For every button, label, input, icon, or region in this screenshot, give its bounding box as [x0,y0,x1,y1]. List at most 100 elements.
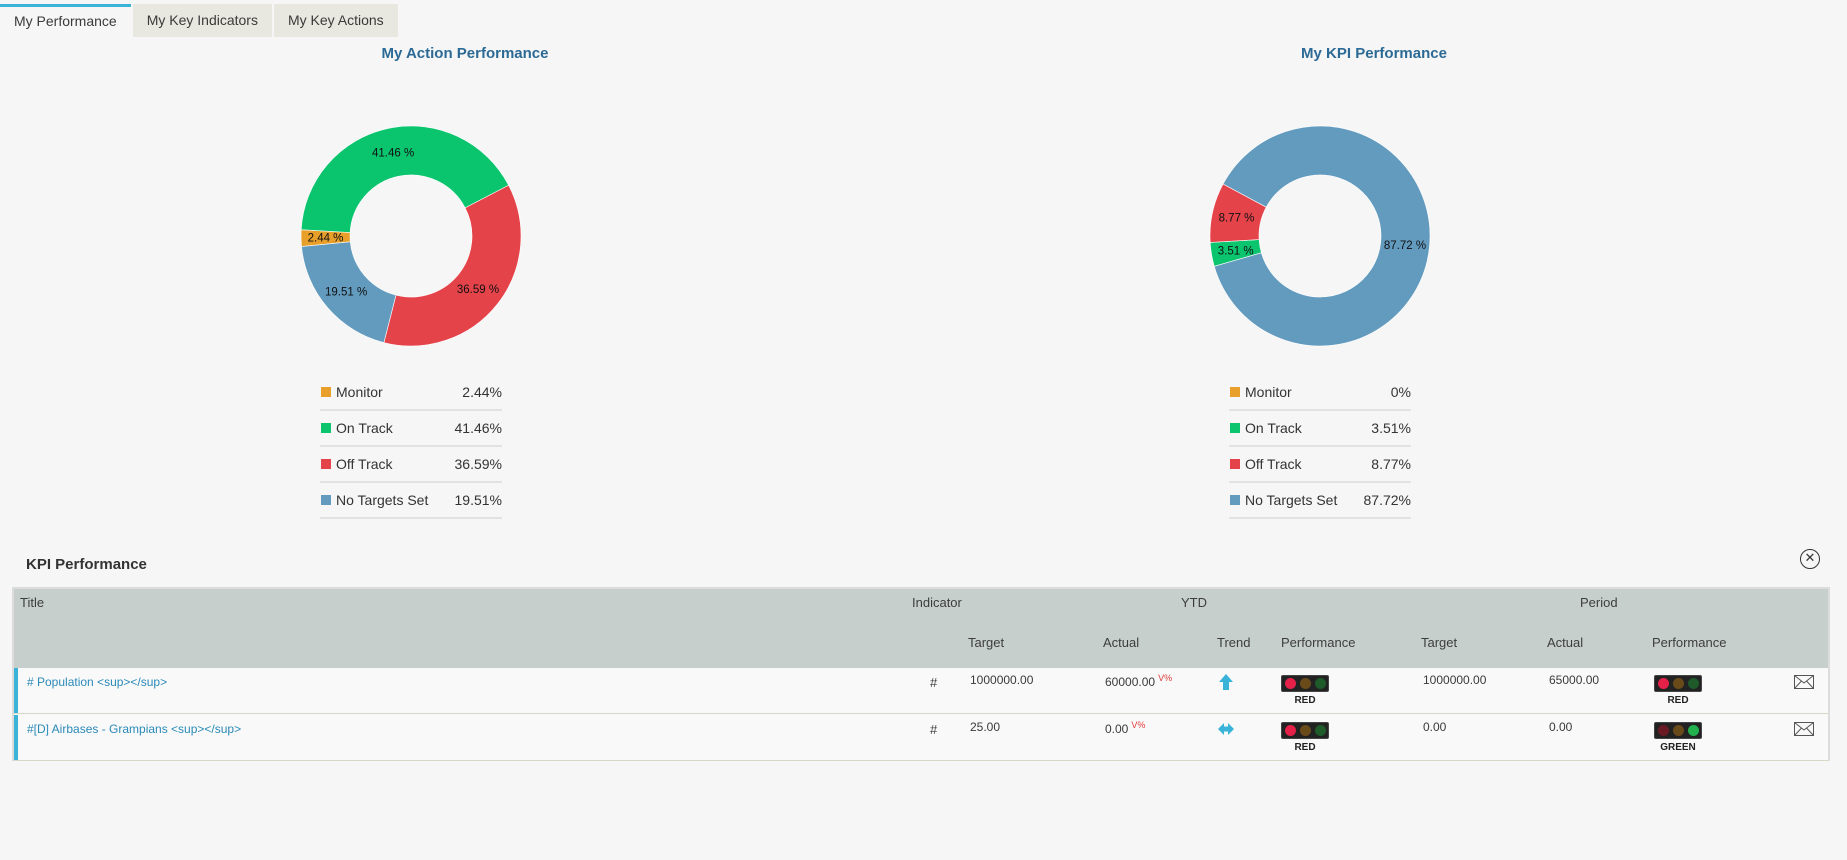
donut-slice-off-track[interactable] [383,184,522,347]
header-ytd-target[interactable]: Target [968,635,1005,650]
left-right-arrow-icon [1218,723,1234,735]
period-target-cell: 0.00 [1423,720,1447,734]
legend-item-no-targets: No Targets Set 19.51% [320,483,502,519]
legend-value: 8.77% [1371,456,1411,472]
ytd-status-label: RED [1294,695,1316,706]
legend-swatch-monitor [1230,387,1240,397]
legend-item-on-track: On Track 41.46% [320,411,502,447]
donut-slice-on-track[interactable] [300,125,510,233]
legend-value: 87.72% [1363,492,1411,508]
action-chart-title: My Action Performance [381,45,549,62]
traffic-light-icon [1281,722,1329,739]
donut-slice-no-targets-set[interactable] [1213,125,1431,347]
legend-item-off-track: Off Track 36.59% [320,447,502,483]
header-ytd: YTD [1181,595,1207,610]
header-period: Period [1580,595,1618,610]
indicator-cell: # [930,722,938,737]
legend-label: On Track [336,420,393,436]
ytd-actual-cell: 0.00 V% [1105,720,1145,736]
donut-slice-label: 87.72 % [1384,240,1426,252]
variance-flag: V% [1158,673,1173,683]
legend-swatch-on-track [321,423,331,433]
row-accent-bar [14,715,18,760]
table-row: #[D] Airbases - Grampians <sup></sup> # … [14,715,1828,761]
kpi-section-title: KPI Performance [26,556,147,573]
table-row: # Population <sup></sup> # 1000000.00 60… [14,668,1828,714]
tab-my-key-actions[interactable]: My Key Actions [273,4,398,37]
period-actual-cell: 65000.00 [1549,673,1600,687]
mail-icon[interactable] [1794,722,1814,736]
legend-value: 0% [1390,384,1411,400]
legend-label: No Targets Set [1245,492,1338,508]
kpi-chart-title: My KPI Performance [1301,45,1447,62]
ytd-actual-value: 60000.00 [1105,675,1156,689]
legend-label: Monitor [1245,384,1292,400]
tab-my-key-indicators[interactable]: My Key Indicators [132,4,272,37]
legend-label: Off Track [336,456,393,472]
legend-value: 41.46% [454,420,502,436]
ytd-actual-cell: 60000.00 V% [1105,673,1172,689]
header-period-actual[interactable]: Actual [1547,635,1584,650]
period-actual-cell: 0.00 [1549,720,1573,734]
donut-slice-label: 2.44 % [308,233,344,245]
header-ytd-performance[interactable]: Performance [1281,635,1356,650]
indicator-cell: # [930,675,938,690]
period-status-label: GREEN [1660,742,1696,753]
legend-swatch-off-track [1230,459,1240,469]
row-accent-bar [14,668,18,713]
traffic-light-icon [1654,675,1702,692]
traffic-light-icon [1654,722,1702,739]
donut-slice-label: 3.51 % [1218,245,1254,257]
action-legend: Monitor 2.44% On Track 41.46% Off Track … [320,375,502,519]
legend-label: Off Track [1245,456,1302,472]
ytd-target-cell: 1000000.00 [970,673,1034,687]
kpi-title-link[interactable]: #[D] Airbases - Grampians <sup></sup> [27,722,242,736]
ytd-actual-value: 0.00 [1105,722,1129,736]
legend-item-monitor: Monitor 0% [1229,375,1411,411]
period-target-cell: 1000000.00 [1423,673,1487,687]
legend-item-on-track: On Track 3.51% [1229,411,1411,447]
legend-swatch-on-track [1230,423,1240,433]
legend-value: 19.51% [454,492,502,508]
up-arrow-icon [1219,674,1233,690]
donut-slice-label: 41.46 % [372,147,414,159]
donut-slice-no-targets-set[interactable] [301,241,397,343]
traffic-light-icon [1281,675,1329,692]
close-icon[interactable]: ✕ [1800,549,1820,569]
tab-my-performance[interactable]: My Performance [0,4,131,37]
header-trend[interactable]: Trend [1217,635,1251,650]
header-title[interactable]: Title [20,595,45,610]
variance-flag: V% [1131,720,1146,730]
kpi-table-header: Title Indicator YTD Period Target Actual… [14,589,1828,668]
legend-label: Monitor [336,384,383,400]
kpi-legend: Monitor 0% On Track 3.51% Off Track 8.77… [1229,375,1411,519]
donut-slice-label: 8.77 % [1219,213,1255,225]
ytd-target-cell: 25.00 [970,720,1001,734]
period-status-label: RED [1667,695,1689,706]
ytd-status-label: RED [1294,742,1316,753]
kpi-performance-donut: 3.51 % 8.77 % 87.72 % [1209,125,1431,347]
legend-label: On Track [1245,420,1302,436]
legend-swatch-no-targets [321,495,331,505]
donut-slice-label: 19.51 % [325,287,367,299]
legend-value: 2.44% [462,384,502,400]
header-period-target[interactable]: Target [1421,635,1458,650]
header-period-performance[interactable]: Performance [1652,635,1727,650]
header-indicator[interactable]: Indicator [912,595,962,610]
legend-label: No Targets Set [336,492,429,508]
kpi-table: Title Indicator YTD Period Target Actual… [12,587,1830,761]
kpi-title-link[interactable]: # Population <sup></sup> [27,675,168,689]
legend-swatch-monitor [321,387,331,397]
legend-item-no-targets: No Targets Set 87.72% [1229,483,1411,519]
legend-item-off-track: Off Track 8.77% [1229,447,1411,483]
legend-value: 36.59% [454,456,502,472]
mail-icon[interactable] [1794,675,1814,689]
legend-swatch-no-targets [1230,495,1240,505]
legend-swatch-off-track [321,459,331,469]
legend-value: 3.51% [1371,420,1411,436]
legend-item-monitor: Monitor 2.44% [320,375,502,411]
tab-bar: My Performance My Key Indicators My Key … [0,4,400,37]
donut-slice-label: 36.59 % [457,284,499,296]
action-performance-donut: 2.44 % 41.46 % 36.59 % 19.51 % [300,125,522,347]
header-ytd-actual[interactable]: Actual [1103,635,1140,650]
